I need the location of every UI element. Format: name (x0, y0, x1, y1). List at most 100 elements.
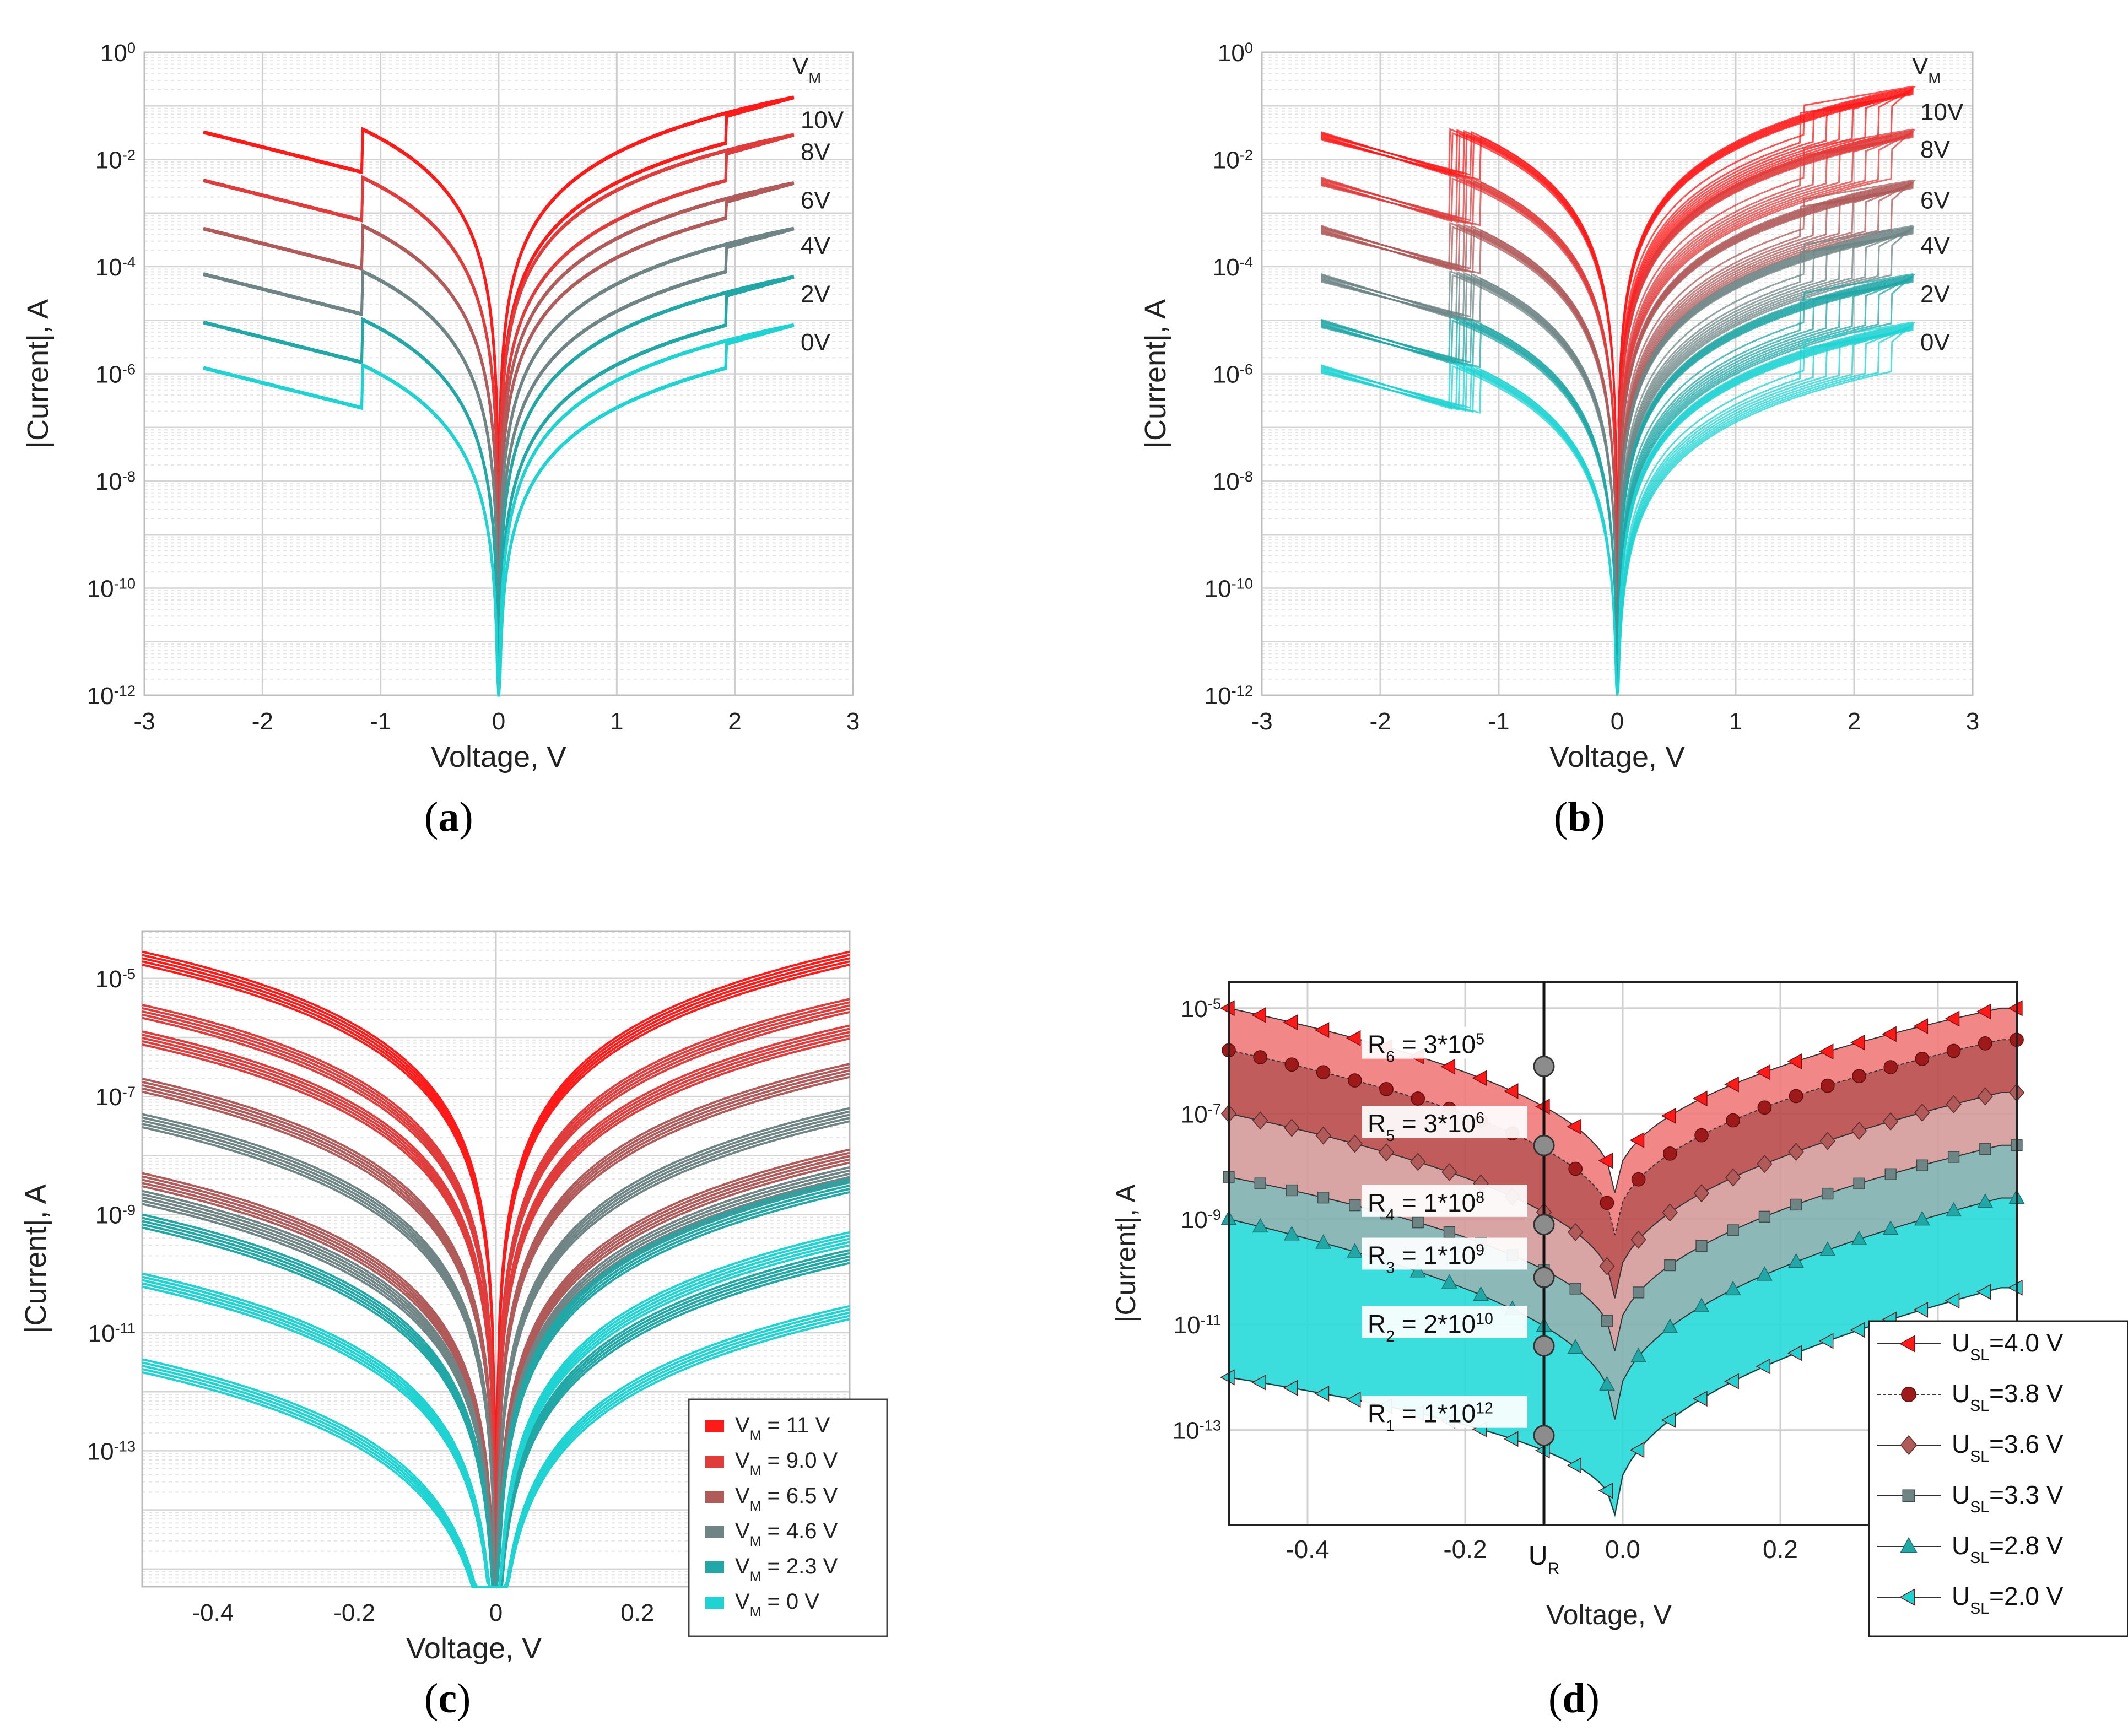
x-tick-label-part: 0.2 (620, 1599, 654, 1626)
x-tick-label: 0.0 (1605, 1535, 1640, 1564)
legend-entry-part: =3.8 V (1989, 1379, 2064, 1408)
marker-triangle-left (1346, 1392, 1361, 1408)
legend-entry-part: = 4.6 V (761, 1519, 838, 1543)
legend-entry-part: SL (1970, 1397, 1989, 1415)
iv-curve (1321, 184, 1914, 696)
x-tick-label: -0.4 (1286, 1535, 1329, 1564)
resistance-label: R1 = 1*1012 (1368, 1399, 1493, 1435)
marker-circle (1662, 1146, 1677, 1161)
marker-diamond (1441, 1162, 1457, 1182)
marker-diamond (1788, 1143, 1804, 1161)
marker-triangle-up (1567, 1339, 1584, 1354)
resistance-label-part: R (1368, 1109, 1386, 1138)
y-tick-label-part: -2 (122, 146, 136, 163)
x-axis-label: Voltage, V (406, 1632, 542, 1665)
y-tick-label-part: -11 (115, 1319, 136, 1337)
resistance-label-part: 2 (1386, 1328, 1395, 1345)
marker-triangle-left (1629, 1132, 1645, 1149)
marker-triangle-left (1913, 1301, 1929, 1318)
iv-curve (1321, 180, 1916, 696)
iv-curve (203, 133, 795, 696)
legend-entry: USL=4.0 V (1952, 1328, 2064, 1364)
marker-circle (1915, 1052, 1930, 1066)
x-tick-label-part: 1 (1729, 708, 1742, 735)
x-tick-label-part: 0.2 (1763, 1535, 1798, 1564)
marker-triangle-up (1882, 1220, 1899, 1235)
marker-diamond (1977, 1087, 1993, 1106)
series-2V (203, 275, 795, 697)
marker-diamond (1662, 1203, 1678, 1222)
x-tick-label-part: -0.4 (192, 1599, 234, 1626)
marker-square (1286, 1184, 1298, 1197)
x-tick-label: 1 (610, 708, 623, 735)
legend-entry-part: SL (1970, 1499, 1989, 1516)
marker-triangle-left (1899, 1335, 1915, 1353)
marker-circle (1978, 1036, 1992, 1051)
marker-diamond (1410, 1153, 1426, 1171)
iv-curve (1321, 85, 1914, 696)
resistance-label-part: 1 (1386, 1418, 1395, 1435)
panel-b-chart: -3 -2 -1 0 1 2 310010-210-410-610-810-1010-12V… (1139, 39, 1979, 774)
x-tick-label: -1 (1488, 708, 1509, 735)
legend-entry: USL=3.6 V (1952, 1430, 2064, 1465)
marker-triangle-left (1913, 1018, 1929, 1035)
x-tick-label: 3 (1966, 708, 1979, 735)
resistance-label-part: = 3*10 (1395, 1109, 1476, 1138)
y-tick-label-part: -5 (1208, 994, 1221, 1012)
marker-triangle-up (1630, 1348, 1647, 1362)
marker-triangle-left (1945, 1010, 1960, 1027)
resistance-label-part: R (1368, 1399, 1386, 1428)
band-fill (1229, 1008, 2017, 1235)
series-label-6V: 6V (1920, 187, 1950, 214)
y-tick-label: 10-9 (95, 1201, 136, 1229)
marker-triangle-up (1819, 1241, 1836, 1256)
legend-entry-part: =3.3 V (1989, 1480, 2064, 1509)
y-tick-label: 10-8 (95, 468, 136, 496)
panel-label-d: (d) (1548, 1675, 1600, 1722)
legend-entry-part: U (1952, 1328, 1970, 1357)
marker-square (1254, 1177, 1266, 1189)
y-tick-label-part: 10 (1213, 254, 1240, 281)
y-tick-label-part: -6 (1240, 360, 1253, 377)
series-4V (203, 226, 795, 696)
iv-curve (1321, 228, 1914, 696)
marker-triangle-left (1850, 1034, 1865, 1051)
marker-triangle-up (1441, 1274, 1457, 1289)
marker-circle (1600, 1196, 1614, 1210)
iv-curve (1321, 132, 1914, 696)
iv-curve (1321, 275, 1914, 696)
legend-entry-part: = 2.3 V (761, 1554, 838, 1578)
legend-entry: USL=3.3 V (1952, 1480, 2064, 1516)
read-point (1533, 1214, 1555, 1236)
legend-entry-part: SL (1970, 1600, 1989, 1618)
marker-diamond (1599, 1257, 1615, 1275)
y-tick-label-part: 10 (1213, 361, 1240, 388)
read-point (1533, 1267, 1555, 1289)
resistance-label-part: 4 (1386, 1207, 1395, 1224)
legend-entry: USL=3.8 V (1952, 1379, 2064, 1415)
iv-curve (1321, 128, 1914, 696)
resistance-label-part: 5 (1386, 1127, 1395, 1145)
legend-entry-part: M (750, 1570, 761, 1584)
y-tick-label-part: -5 (122, 965, 136, 982)
marker-circle (1757, 1100, 1772, 1115)
y-tick-label-part: 10 (95, 1202, 122, 1229)
iv-curve (1321, 321, 1914, 696)
y-tick-label: 10-4 (1213, 253, 1253, 282)
iv-curve (1321, 322, 1916, 696)
marker-diamond (1630, 1230, 1646, 1249)
legend-entry-part: V (735, 1554, 750, 1578)
legend-entry-part: = 11 V (761, 1413, 830, 1437)
x-tick-label-part: -2 (252, 708, 273, 735)
x-tick-label: -1 (370, 708, 391, 735)
read-point (1533, 1335, 1555, 1357)
legend-entry-part: V (735, 1589, 750, 1614)
marker-circle (1694, 1128, 1709, 1143)
legend-entry-part: =2.8 V (1989, 1531, 2064, 1560)
series-label-10V-part: 10V (1920, 99, 1964, 126)
legend-swatch (705, 1526, 724, 1538)
legend-entry-part: M (750, 1605, 761, 1620)
y-tick-label-part: 10 (87, 1438, 114, 1465)
y-tick-label-part: 10 (95, 254, 122, 281)
y-tick-label-part: -10 (114, 575, 136, 592)
